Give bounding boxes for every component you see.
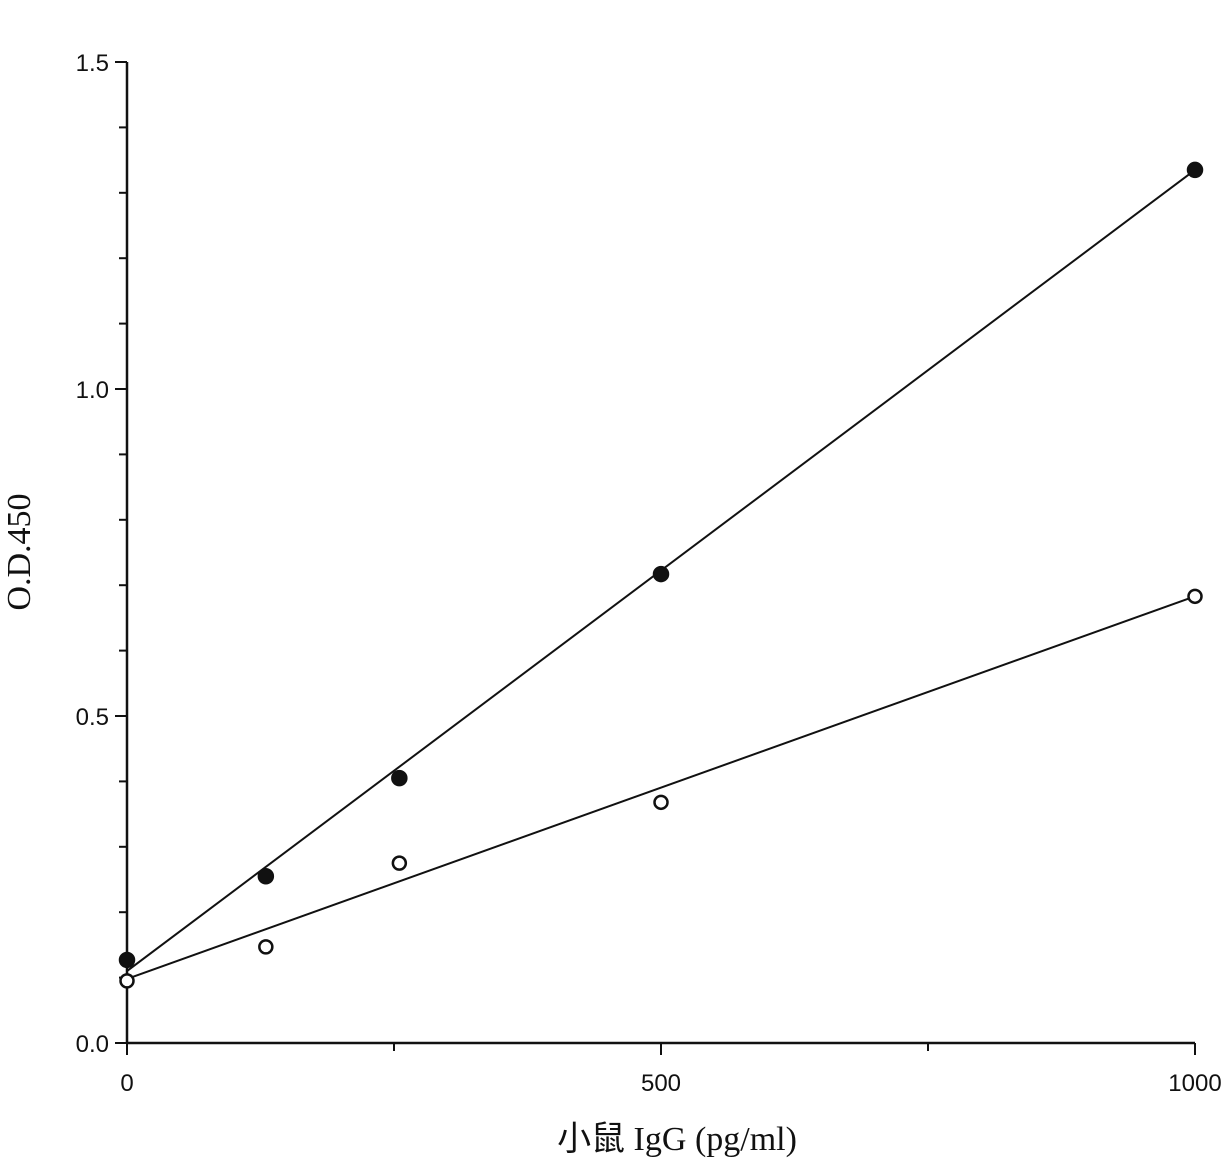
series-2-point bbox=[393, 857, 406, 870]
series-2 bbox=[121, 590, 1202, 988]
series-1 bbox=[120, 162, 1203, 971]
series-2-fit-line bbox=[127, 596, 1195, 979]
x-tick-label: 500 bbox=[641, 1070, 681, 1097]
series-2-point bbox=[1189, 590, 1202, 603]
series-1-point bbox=[1188, 162, 1203, 177]
series-2-point bbox=[655, 796, 668, 809]
x-tick-label: 0 bbox=[120, 1070, 133, 1097]
series-1-point bbox=[392, 771, 407, 786]
y-tick-label: 1.0 bbox=[76, 377, 109, 404]
series-1-point bbox=[654, 567, 669, 582]
y-tick-label: 1.5 bbox=[76, 50, 109, 77]
series-layer bbox=[120, 162, 1203, 987]
series-1-point bbox=[258, 869, 273, 884]
x-tick-label: 1000 bbox=[1168, 1070, 1221, 1097]
series-2-point bbox=[259, 940, 272, 953]
y-tick-label: 0.5 bbox=[76, 704, 109, 731]
series-2-point bbox=[121, 974, 134, 987]
axes bbox=[127, 62, 1195, 1043]
y-axis-title: O.D.450 bbox=[1, 493, 38, 610]
y-tick-label: 0.0 bbox=[76, 1031, 109, 1058]
series-1-point bbox=[120, 952, 135, 967]
x-axis-title: 小鼠 IgG (pg/ml) bbox=[557, 1121, 797, 1158]
y-ticks: 0.0 0.5 1.0 1.5 bbox=[76, 50, 127, 1058]
x-ticks: 0 500 1000 bbox=[120, 1043, 1221, 1097]
